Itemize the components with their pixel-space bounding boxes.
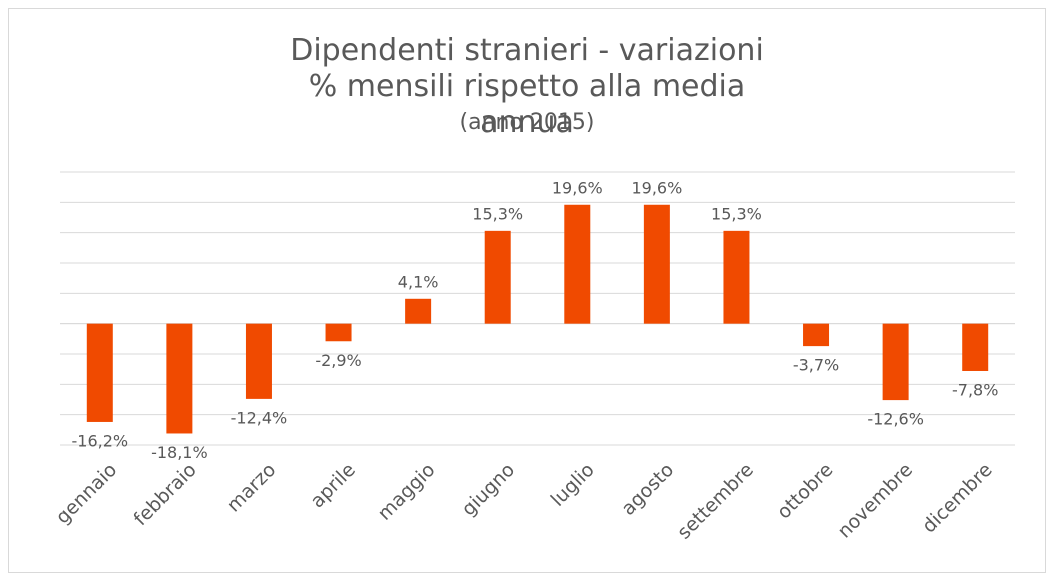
bar: [803, 323, 830, 347]
bar: [86, 323, 113, 422]
data-label: 15,3%: [711, 204, 762, 223]
data-label: 15,3%: [472, 204, 523, 223]
bar: [325, 323, 352, 342]
bar: [564, 204, 591, 324]
bar: [723, 230, 750, 324]
data-label: -3,7%: [793, 356, 839, 375]
data-label: -18,1%: [151, 443, 208, 462]
data-label: -12,4%: [231, 408, 288, 427]
data-label: -2,9%: [315, 351, 361, 370]
chart-frame: [8, 8, 1046, 573]
chart-title: Dipendenti stranieri - variazioni % mens…: [290, 33, 764, 140]
chart-subtitle: (anno 2015): [459, 110, 595, 135]
data-label: 19,6%: [552, 178, 603, 197]
bar: [962, 323, 989, 371]
data-label: 19,6%: [631, 178, 682, 197]
data-label: -7,8%: [952, 380, 998, 399]
data-label: -16,2%: [71, 431, 128, 450]
bar: [245, 323, 272, 399]
data-label: -12,6%: [867, 410, 924, 429]
data-label: 4,1%: [398, 272, 439, 291]
bar: [166, 323, 193, 434]
bar: [405, 298, 432, 324]
bar: [643, 204, 670, 324]
bar: [882, 323, 909, 401]
bar: [484, 230, 511, 324]
